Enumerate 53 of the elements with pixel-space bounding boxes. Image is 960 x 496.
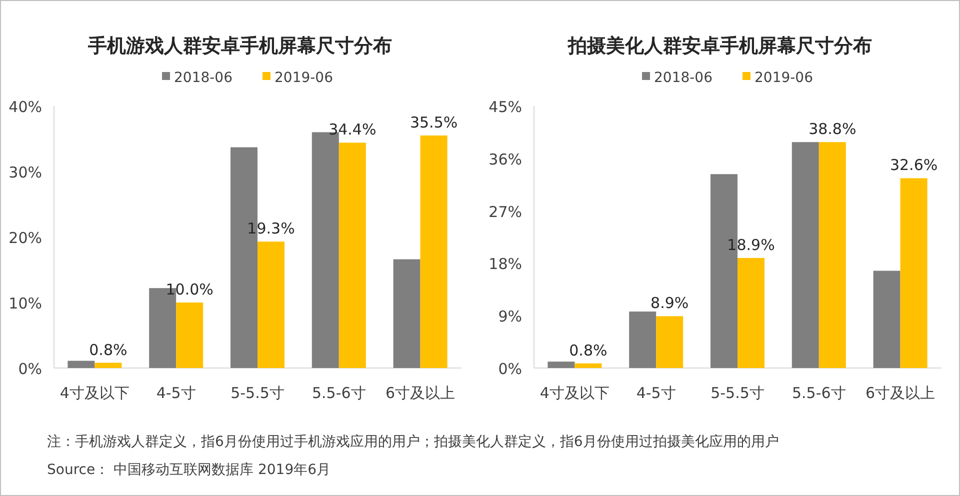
x-tick-label: 4-5寸: [156, 384, 196, 402]
x-tick-label: 5.5-6寸: [792, 384, 846, 402]
bar: [792, 142, 819, 368]
x-tick-label: 4寸及以下: [60, 384, 130, 402]
legend-label: 2019-06: [274, 70, 334, 86]
data-label: 0.8%: [89, 340, 128, 359]
data-label: 34.4%: [328, 120, 376, 139]
bar: [574, 363, 602, 368]
bar: [258, 242, 284, 368]
x-tick-label: 5-5.5寸: [230, 384, 284, 402]
y-tick-label: 27%: [488, 202, 522, 221]
bar: [900, 178, 928, 368]
y-tick-label: 36%: [488, 150, 522, 168]
bar: [94, 362, 122, 368]
bar: [738, 258, 764, 368]
bar: [629, 312, 656, 368]
x-tick-label: 5.5-6寸: [312, 384, 366, 402]
data-label: 0.8%: [569, 341, 608, 360]
bar: [393, 259, 420, 368]
bar: [338, 142, 366, 368]
text: 注：手机游戏人群定义，指6月份使用过手机游戏应用的用户；拍摄美化人群定义，指6月份使用过拍摄美化应用的用户: [47, 434, 779, 450]
x-tick-label: 6寸及以上: [866, 384, 936, 402]
x-tick-label: 4寸及以下: [540, 384, 610, 402]
data-label: 10.0%: [166, 280, 214, 298]
bar: [656, 316, 684, 368]
y-tick-label: 20%: [8, 229, 42, 247]
source-note: Source： 中国移动互联网数据库 2019年6月: [47, 462, 331, 478]
legend-label: 2018-06: [654, 70, 713, 86]
y-tick-label: 30%: [8, 164, 42, 182]
y-tick-label: 10%: [8, 294, 42, 312]
legend-label: 2018-06: [174, 70, 233, 86]
bar: [873, 270, 900, 368]
y-tick-label: 0%: [498, 360, 522, 378]
x-tick-label: 6寸及以上: [386, 384, 456, 402]
y-tick-label: 40%: [8, 98, 42, 116]
bar: [176, 302, 204, 368]
y-tick-label: 18%: [488, 255, 522, 274]
bar: [818, 142, 846, 368]
bar: [68, 360, 95, 368]
y-tick-label: 45%: [488, 98, 522, 116]
data-label: 32.6%: [890, 156, 938, 174]
chart-title: 拍摄美化人群安卓手机屏幕尺寸分布: [567, 35, 872, 57]
bar: [420, 135, 448, 368]
data-label: 38.8%: [808, 120, 856, 138]
data-label: 35.5%: [410, 113, 458, 132]
chart-title: 手机游戏人群安卓手机屏幕尺寸分布: [87, 35, 392, 57]
y-tick-label: 0%: [18, 360, 42, 378]
legend-label: 2019-06: [754, 70, 814, 86]
data-label: 8.9%: [650, 294, 689, 312]
y-tick-label: 9%: [498, 308, 522, 326]
x-tick-label: 5-5.5寸: [710, 384, 764, 402]
bar: [548, 362, 575, 368]
x-tick-label: 4-5寸: [636, 384, 676, 402]
